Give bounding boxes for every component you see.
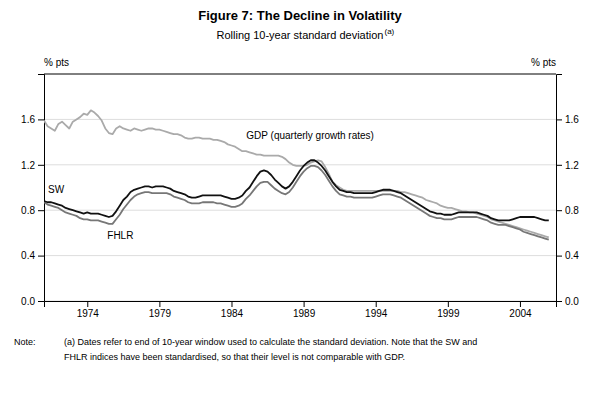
tick: 0.0 (556, 296, 579, 307)
tick-mark (556, 165, 562, 166)
tick-label: 1989 (293, 308, 316, 319)
note-text: (a) Dates refer to end of 10-year window… (64, 337, 477, 347)
tick: 0.8 (556, 205, 579, 216)
tick-mark (231, 301, 232, 307)
tick: 0.4 (21, 250, 44, 261)
tick-label: 1974 (77, 308, 100, 319)
tick: 1979 (149, 301, 172, 319)
tick: 0.8 (21, 205, 44, 216)
tick-mark (448, 301, 449, 307)
tick: 1.6 (21, 114, 44, 125)
tick: 1999 (437, 301, 460, 319)
tick: 2004 (509, 301, 532, 319)
tick: 1.6 (556, 114, 579, 125)
tick-mark (38, 256, 44, 257)
tick-label: 1.2 (565, 160, 579, 171)
tick-mark (38, 301, 44, 302)
tick-mark (376, 301, 377, 307)
lines (44, 110, 549, 239)
tick-mark (556, 256, 562, 257)
tick-label: 1.6 (565, 114, 579, 125)
line-label: FHLR (107, 230, 133, 241)
series-line (44, 110, 549, 237)
tick-mark (38, 165, 44, 166)
note: Note: (a) Dates refer to end of 10-year w… (14, 337, 477, 362)
y2-axis-label: % pts (531, 57, 556, 68)
tick-mark (38, 210, 44, 211)
axis-line (45, 302, 557, 308)
tick-label: 2004 (509, 308, 532, 319)
tick-label: 1999 (437, 308, 460, 319)
tick-label: 0.8 (565, 205, 579, 216)
tick-mark (520, 301, 521, 307)
tick-label: 1.2 (21, 160, 35, 171)
subtitle-superscript: (a) (384, 27, 394, 36)
grid-line (44, 255, 556, 256)
tick-label: 0.4 (565, 250, 579, 261)
tick-mark (38, 119, 44, 120)
chart: Figure 7: The Decline in Volatility Rolli… (0, 0, 600, 413)
tick-label: 1984 (221, 308, 244, 319)
x-axis: 1974 1979 1984 1989 1994 1999 2004 (45, 301, 557, 319)
line-label: SW (48, 184, 65, 195)
tick-mark (556, 210, 562, 211)
axis-line (557, 75, 563, 302)
tick: 1989 (293, 301, 316, 319)
tick-mark (304, 301, 305, 307)
tick: 1.2 (556, 160, 579, 171)
tick-mark (556, 119, 562, 120)
tick: 1974 (77, 301, 100, 319)
tick-label: 0.0 (565, 296, 579, 307)
tick-mark (159, 301, 160, 307)
y-axis-label: % pts (44, 57, 69, 68)
tick: 1994 (365, 301, 388, 319)
note-text: FHLR indices have been standardised, so … (64, 352, 405, 362)
line-label: GDP (quarterly growth rates) (246, 130, 374, 141)
subtitle: Rolling 10-year standard deviation (217, 29, 384, 41)
tick-mark (556, 301, 562, 302)
y2-axis: 0.0 0.4 0.8 1.2 1.6 (556, 75, 579, 307)
series-line (44, 160, 549, 220)
frame-top (44, 74, 556, 75)
grid-line (44, 119, 556, 120)
tick-label: 1979 (149, 308, 172, 319)
tick-label: 0.8 (21, 205, 35, 216)
note-label: Note: (14, 337, 36, 347)
grid (44, 119, 556, 301)
grid-line (44, 210, 556, 211)
axis-line (38, 75, 45, 302)
tick-label: 0.4 (21, 250, 35, 261)
tick: 0.0 (21, 296, 44, 307)
tick: 1984 (221, 301, 244, 319)
tick: 1.2 (21, 160, 44, 171)
title: Figure 7: The Decline in Volatility (198, 8, 402, 23)
tick-label: 0.0 (21, 296, 35, 307)
line-labels: GDP (quarterly growth rates) FHLR SW (48, 130, 374, 241)
tick-mark (87, 301, 88, 307)
tick-label: 1994 (365, 308, 388, 319)
tick: 0.4 (556, 250, 579, 261)
tick-label: 1.6 (21, 114, 35, 125)
y-axis: 0.0 0.4 0.8 1.2 1.6 (21, 75, 44, 307)
